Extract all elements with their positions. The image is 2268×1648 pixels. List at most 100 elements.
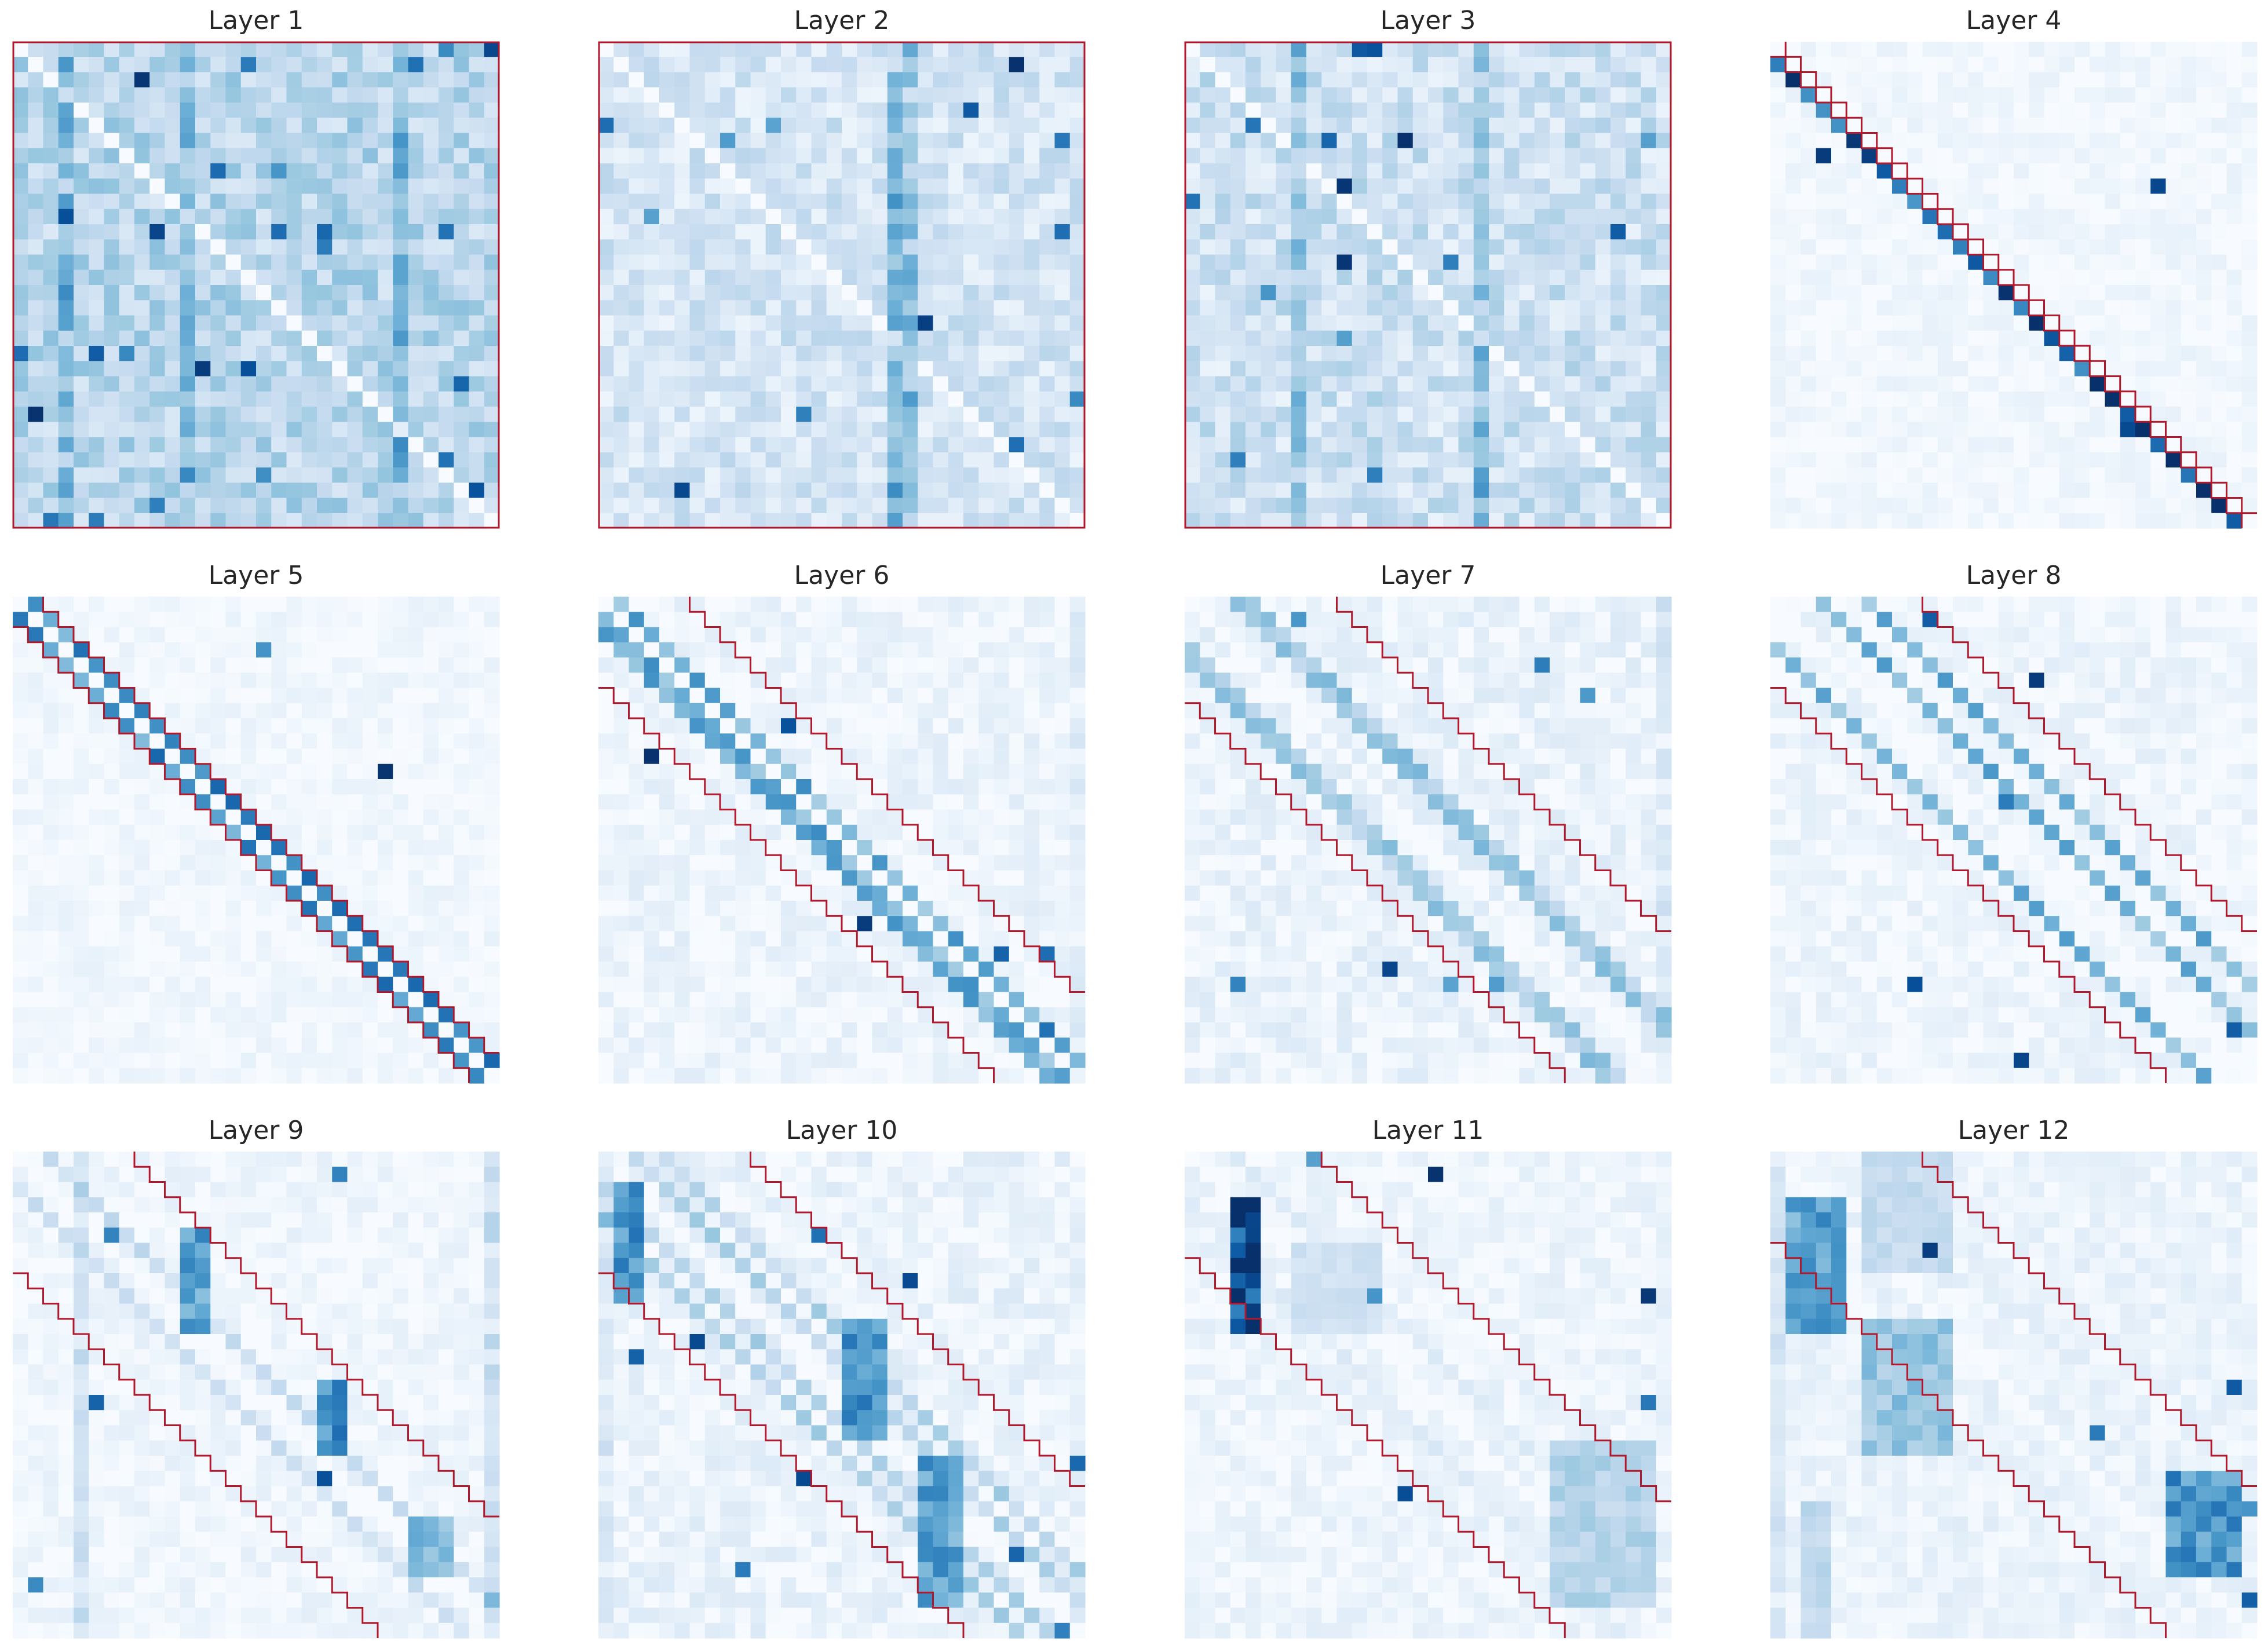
heatmap-cell — [180, 870, 196, 886]
heatmap-cell — [149, 840, 166, 856]
heatmap-cell — [104, 824, 120, 841]
heatmap-cell — [872, 376, 888, 392]
heatmap-cell — [469, 794, 485, 810]
heatmap-cell — [1024, 467, 1040, 483]
heatmap-cell — [781, 422, 797, 438]
heatmap-cell — [454, 87, 470, 103]
heatmap-cell — [454, 72, 470, 88]
heatmap-cell — [134, 946, 150, 962]
heatmap-cell — [872, 315, 888, 331]
heatmap-cell — [978, 376, 995, 392]
heatmap-cell — [1185, 239, 1200, 255]
heatmap-cell — [43, 733, 59, 750]
heatmap-cell — [765, 254, 781, 271]
heatmap-cell — [1261, 163, 1277, 179]
heatmap-cell — [644, 224, 660, 240]
heatmap-cell — [720, 346, 736, 361]
heatmap-cell — [43, 809, 59, 825]
heatmap-cell — [1519, 133, 1535, 149]
heatmap-cell — [58, 193, 74, 210]
heatmap-cell — [2181, 361, 2197, 377]
heatmap-cell — [2120, 467, 2136, 483]
heatmap-cell — [423, 824, 439, 841]
heatmap-cell — [2075, 467, 2090, 483]
heatmap-cell — [317, 779, 333, 795]
heatmap-cell — [484, 870, 500, 886]
heatmap-cell — [2181, 239, 2197, 255]
heatmap-cell — [28, 193, 44, 210]
heatmap-cell — [1246, 330, 1261, 346]
heatmap-cell — [1922, 422, 1938, 438]
heatmap-cell — [1846, 118, 1862, 134]
heatmap-cell — [28, 376, 44, 392]
heatmap-cell — [256, 239, 272, 255]
heatmap-cell — [2135, 300, 2151, 316]
heatmap-cell — [240, 916, 257, 932]
heatmap-cell — [1069, 209, 1086, 225]
heatmap-cell — [1473, 254, 1489, 271]
heatmap-cell — [2044, 361, 2060, 377]
heatmap-cell — [1069, 72, 1086, 88]
heatmap-cell — [1641, 72, 1657, 88]
heatmap-cell — [1998, 42, 2014, 57]
heatmap-cell — [225, 254, 242, 271]
heatmap-cell — [1473, 300, 1489, 316]
heatmap-cell — [963, 254, 979, 271]
heatmap-cell — [1215, 163, 1231, 179]
heatmap-cell — [104, 133, 120, 149]
heatmap-cell — [842, 315, 857, 331]
heatmap-cell — [439, 657, 454, 673]
heatmap-cell — [1534, 72, 1550, 88]
heatmap-cell — [1443, 254, 1459, 271]
heatmap-cell — [180, 824, 196, 841]
heatmap-cell — [903, 361, 918, 377]
heatmap-cell — [301, 733, 317, 750]
heatmap-cell — [469, 642, 485, 658]
heatmap-cell — [408, 855, 424, 871]
heatmap-cell — [240, 209, 257, 225]
heatmap-cell — [1998, 254, 2014, 271]
heatmap-cell — [2165, 346, 2182, 361]
heatmap-cell — [659, 103, 675, 118]
heatmap-cell — [2105, 42, 2121, 57]
heatmap-cell — [1215, 57, 1231, 73]
heatmap-cell — [1595, 103, 1611, 118]
heatmap-cell — [1785, 239, 1802, 255]
heatmap-cell — [256, 870, 272, 886]
heatmap-cell — [1626, 498, 1642, 514]
heatmap-cell — [180, 376, 196, 392]
heatmap-cell — [165, 794, 181, 810]
heatmap-cell — [1336, 209, 1353, 225]
heatmap-cell — [918, 42, 934, 57]
heatmap-cell — [1489, 391, 1504, 407]
heatmap-cell — [1458, 452, 1474, 468]
heatmap-cell — [1321, 163, 1338, 179]
heatmap-cell — [393, 193, 409, 210]
heatmap-cell — [1892, 437, 1908, 453]
heatmap-cell — [1831, 422, 1847, 438]
heatmap-cell — [1785, 103, 1802, 118]
heatmap-cell — [28, 627, 44, 643]
heatmap-cell — [378, 300, 393, 316]
heatmap-cell — [332, 467, 348, 483]
heatmap-cell — [286, 315, 302, 331]
heatmap-cell — [89, 87, 105, 103]
heatmap-cell — [1580, 72, 1596, 88]
heatmap-cell — [1770, 148, 1786, 164]
heatmap-cell — [1770, 87, 1786, 103]
heatmap-cell — [811, 87, 827, 103]
heatmap-cell — [1953, 391, 1968, 407]
heatmap-cell — [1785, 330, 1802, 346]
heatmap-cell — [393, 254, 409, 271]
heatmap-cell — [1230, 118, 1246, 134]
heatmap-cell — [704, 361, 721, 377]
heatmap-cell — [362, 254, 378, 271]
heatmap-cell — [1489, 178, 1504, 195]
heatmap-cell — [796, 148, 812, 164]
heatmap-cell — [347, 931, 363, 947]
heatmap-cell — [439, 330, 454, 346]
heatmap-cell — [469, 407, 485, 422]
heatmap-cell — [1641, 193, 1657, 210]
heatmap-cell — [994, 483, 1010, 499]
heatmap-cell — [393, 300, 409, 316]
